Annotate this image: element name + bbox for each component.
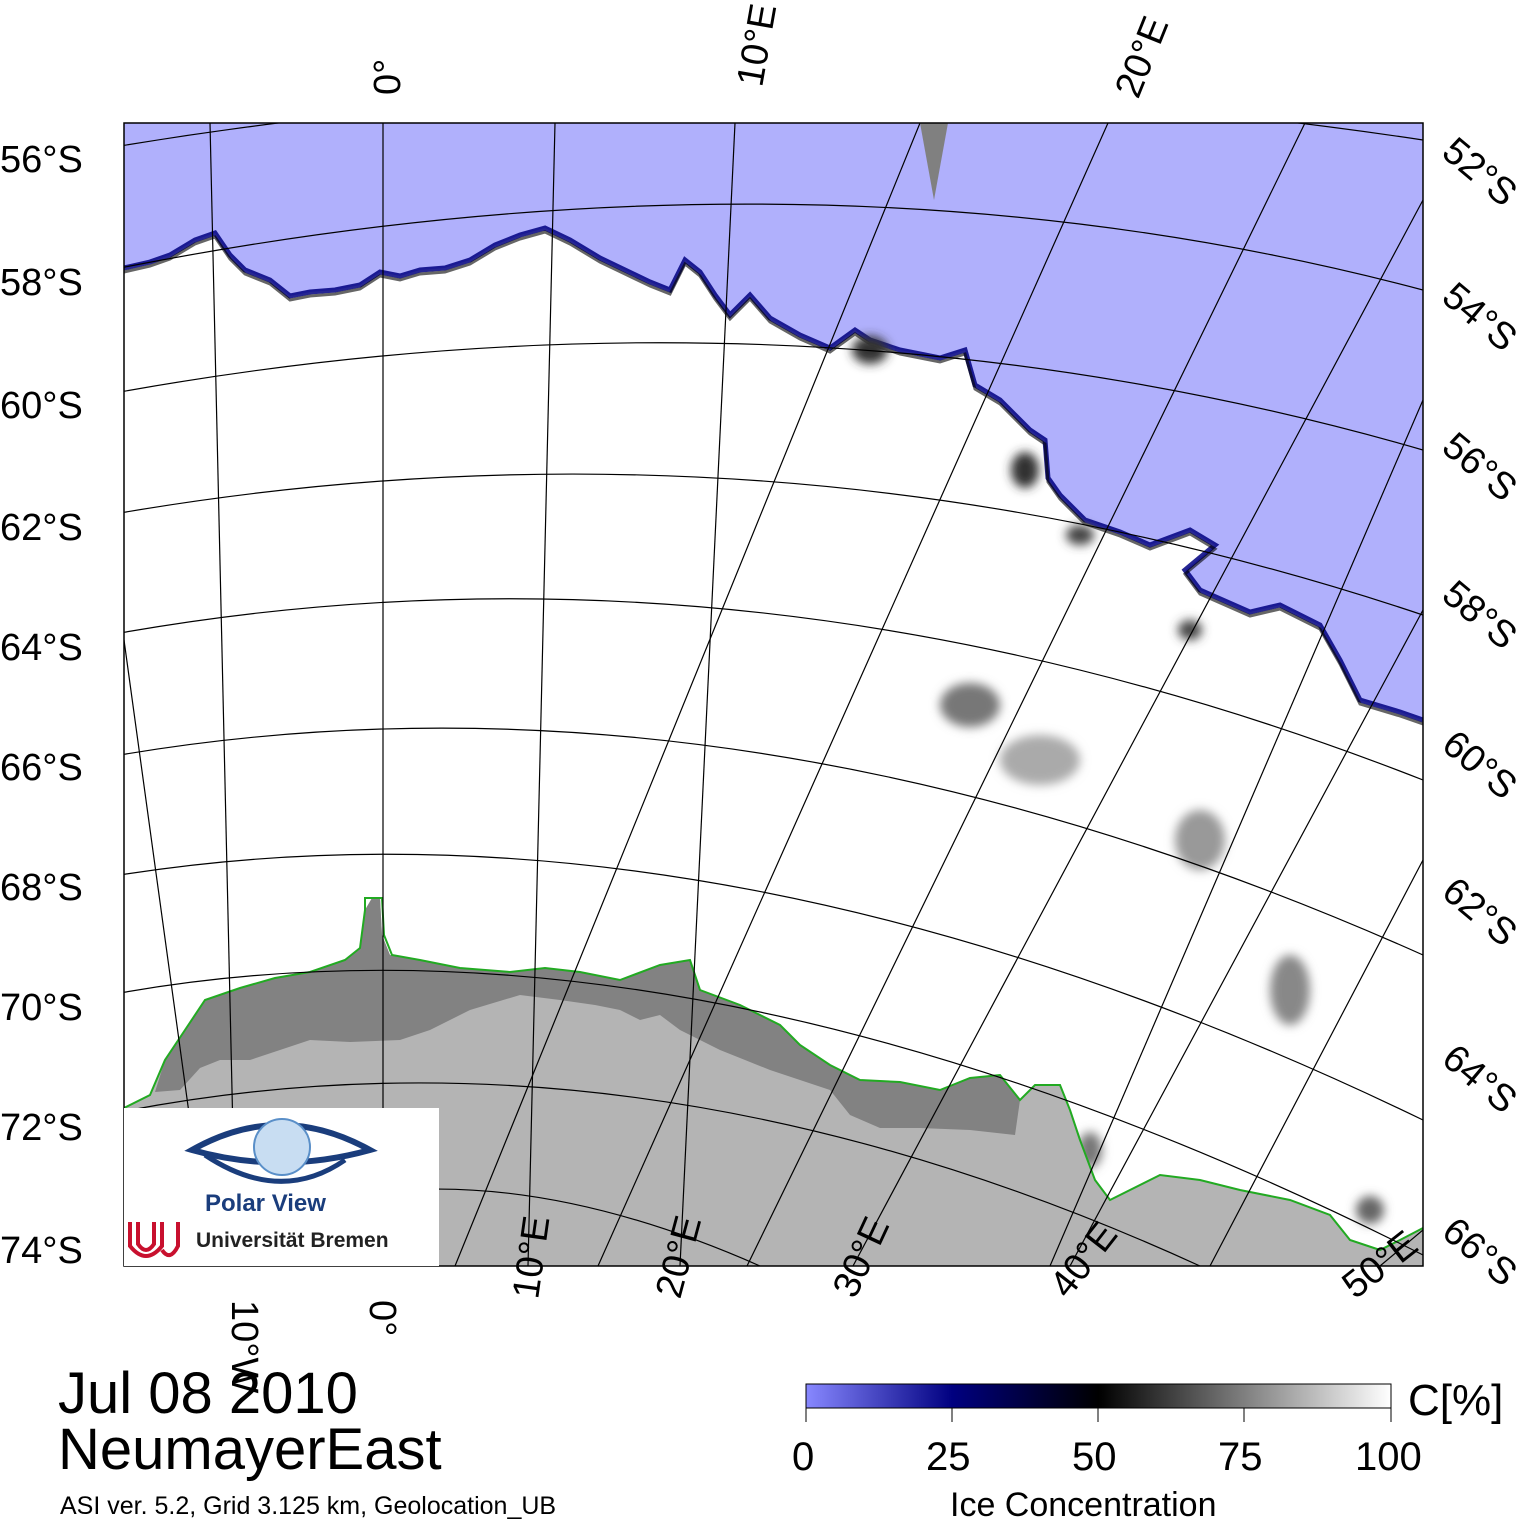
- lat-label: 64°S: [1434, 1037, 1524, 1122]
- lat-label: 58°S: [1434, 573, 1524, 658]
- lat-label: 60°S: [1434, 723, 1524, 808]
- colorbar-title: Ice Concentration: [950, 1486, 1217, 1524]
- lat-label: 68°S: [0, 867, 83, 909]
- meridian-lines: [124, 123, 1423, 1266]
- lon-label: 0°: [361, 1300, 403, 1336]
- colorbar: [805, 1383, 1392, 1422]
- lat-label: 70°S: [0, 987, 83, 1029]
- colorbar-tick: 25: [926, 1435, 971, 1479]
- lat-label: 72°S: [0, 1107, 83, 1149]
- top-longitude-labels: 0° 10°E 20°E: [367, 1, 1177, 104]
- lat-label: 60°S: [0, 385, 83, 427]
- logo-institution: Universität Bremen: [196, 1229, 389, 1252]
- lat-label: 56°S: [0, 139, 83, 181]
- lat-label: 52°S: [1434, 130, 1524, 215]
- colorbar-unit: C[%]: [1408, 1376, 1504, 1425]
- lat-label: 74°S: [0, 1230, 83, 1272]
- lat-label: 66°S: [0, 747, 83, 789]
- lat-label: 62°S: [0, 507, 83, 549]
- colorbar-tick: 0: [792, 1435, 815, 1479]
- colorbar-tick: 100: [1355, 1435, 1422, 1479]
- colorbar-tick: 75: [1218, 1435, 1263, 1479]
- lat-label: 64°S: [0, 627, 83, 669]
- right-latitude-labels: 52°S 54°S 56°S 58°S 60°S 62°S 64°S 66°S: [1434, 130, 1524, 1295]
- logo-name: Polar View: [205, 1190, 326, 1217]
- lat-label: 62°S: [1434, 870, 1524, 955]
- lon-label: 20°E: [1107, 11, 1177, 104]
- lon-label: 0°: [367, 59, 409, 95]
- ice-shelf: [155, 898, 1020, 1135]
- map-region: NeumayerEast: [58, 1417, 442, 1482]
- ice-edge: [124, 225, 1423, 723]
- map-date: Jul 08 2010: [58, 1361, 358, 1426]
- lon-label: 10°W: [223, 1300, 265, 1393]
- map-footnote: ASI ver. 5.2, Grid 3.125 km, Geolocation…: [60, 1492, 557, 1520]
- missing-data-wedge: [920, 123, 948, 200]
- lat-label: 58°S: [0, 262, 83, 304]
- parallel-lines: [124, 123, 1423, 1266]
- lon-label: 10°E: [730, 1, 786, 90]
- map-frame: [123, 122, 1424, 1267]
- lat-label: 66°S: [1434, 1210, 1524, 1295]
- lat-label: 56°S: [1434, 425, 1524, 510]
- polar-view-logo: Polar View Universität Bremen: [124, 1108, 439, 1266]
- lat-label: 54°S: [1434, 275, 1524, 360]
- bremen-logo-mark: [128, 1222, 180, 1258]
- left-latitude-labels: 56°S 58°S 60°S 62°S 64°S 66°S 68°S 70°S …: [0, 139, 83, 1272]
- coastline: [124, 897, 1423, 1252]
- colorbar-tick: 50: [1072, 1435, 1117, 1479]
